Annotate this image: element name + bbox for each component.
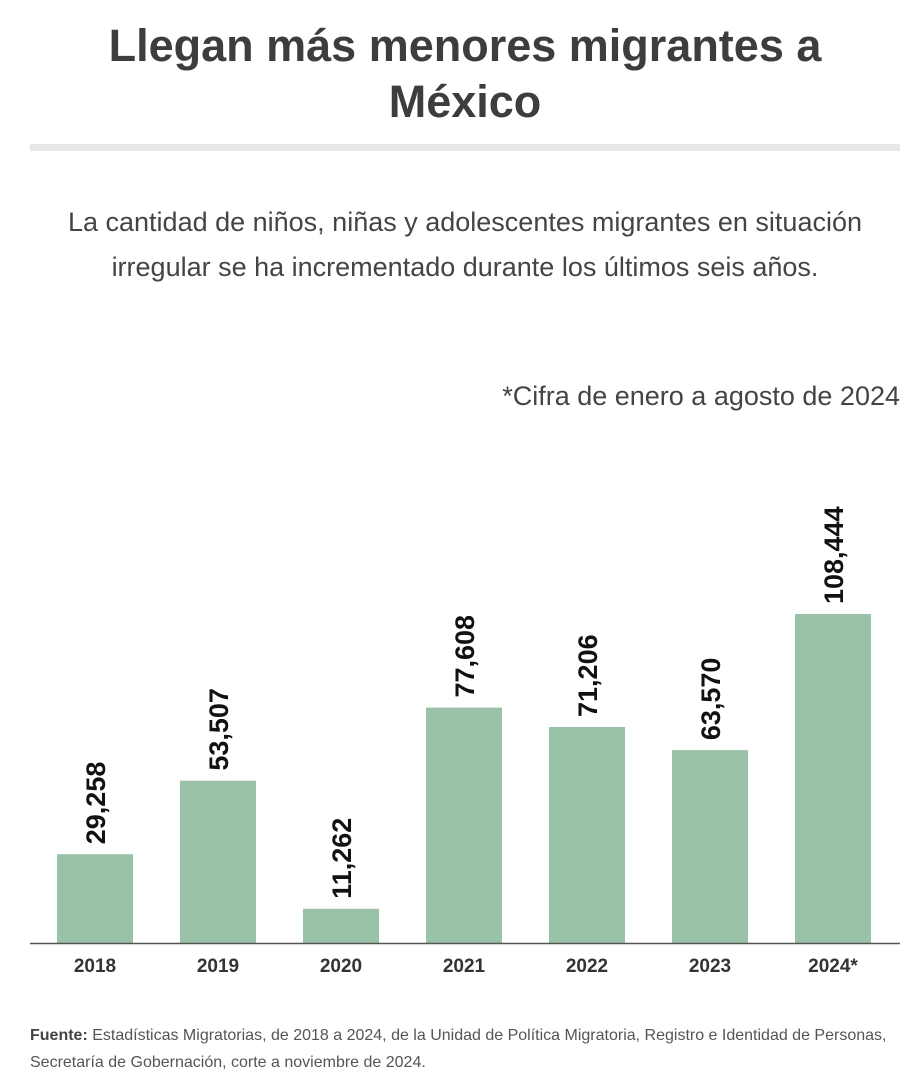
value-label: 71,206 <box>573 634 603 717</box>
source-label: Fuente: <box>30 1027 88 1044</box>
value-label: 53,507 <box>204 688 234 771</box>
bar-2024 <box>795 614 871 943</box>
bar-2018 <box>57 854 133 943</box>
bar-2023 <box>672 750 748 943</box>
chart-subtitle: La cantidad de niños, niñas y adolescent… <box>67 207 862 282</box>
value-label: 63,570 <box>696 658 726 741</box>
x-tick-label: 2022 <box>566 956 608 977</box>
bar-2019 <box>180 780 256 943</box>
x-tick-label: 2024* <box>808 956 858 977</box>
source-note: Fuente: Estadísticas Migratorias, de 201… <box>30 1022 900 1076</box>
x-tick-label: 2018 <box>74 956 116 977</box>
bar-chart: 29,258 2018 53,507 2019 11,262 2020 77,608 2021… <box>30 506 900 977</box>
value-label: 108,444 <box>819 506 849 604</box>
bar-2020 <box>303 908 379 943</box>
source-text: Estadísticas Migratorias, de 2018 a 2024… <box>30 1027 887 1071</box>
bar-2021 <box>426 707 502 943</box>
x-tick-label: 2019 <box>197 956 239 977</box>
x-tick-label: 2021 <box>443 956 486 977</box>
chart-note: *Cifra de enero a agosto de 2024 <box>502 381 900 411</box>
value-label: 11,262 <box>327 818 357 899</box>
x-tick-label: 2023 <box>689 956 731 977</box>
title-divider <box>30 144 900 151</box>
x-tick-label: 2020 <box>320 956 362 977</box>
value-label: 77,608 <box>450 615 480 698</box>
chart-title: Llegan más menores migrantes a México <box>108 20 822 127</box>
value-label: 29,258 <box>81 762 111 845</box>
bar-2022 <box>549 727 625 943</box>
